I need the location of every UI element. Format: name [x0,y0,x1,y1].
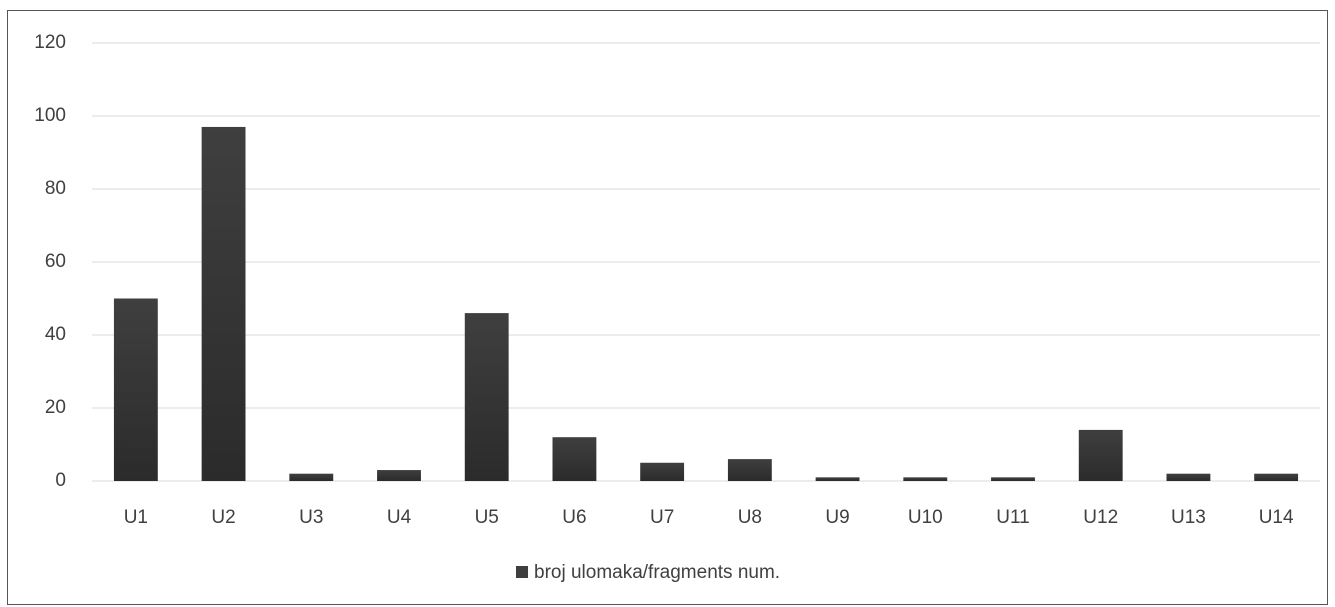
bar [377,470,421,481]
y-tick-label: 40 [45,324,66,345]
bar [640,462,685,481]
x-tick-label: U5 [475,507,499,528]
bar [903,477,948,481]
x-tick-label: U4 [387,507,412,528]
x-tick-label: U8 [738,507,762,528]
y-tick-label: 20 [45,397,66,418]
x-tick-label: U10 [908,507,943,528]
y-tick-label: 0 [55,470,66,491]
bar [1166,473,1211,481]
x-tick-label: U7 [650,507,674,528]
x-tick-label: U9 [825,507,849,528]
bar [464,313,509,481]
bar [201,126,246,481]
y-tick-label: 60 [45,251,66,272]
bar [727,459,772,481]
x-tick-label: U11 [996,507,1029,528]
x-tick-label: U12 [1083,507,1118,528]
bar [991,477,1035,481]
legend-label: broj ulomaka/fragments num. [534,562,780,583]
x-tick-label: U3 [299,507,323,528]
bar [552,437,597,481]
x-tick-label: U14 [1259,507,1294,528]
bar [289,473,334,481]
legend-swatch [516,566,528,578]
x-tick-label: U6 [562,507,586,528]
bar [1078,429,1123,481]
x-tick-label: U2 [211,507,235,528]
x-tick-label: U13 [1171,507,1206,528]
y-tick-label: 100 [34,105,66,126]
y-tick-label: 80 [45,178,66,199]
bar [815,477,860,481]
x-tick-label: U1 [124,507,148,528]
bar [1254,473,1299,481]
bar [113,298,158,481]
y-tick-label: 120 [34,32,66,53]
